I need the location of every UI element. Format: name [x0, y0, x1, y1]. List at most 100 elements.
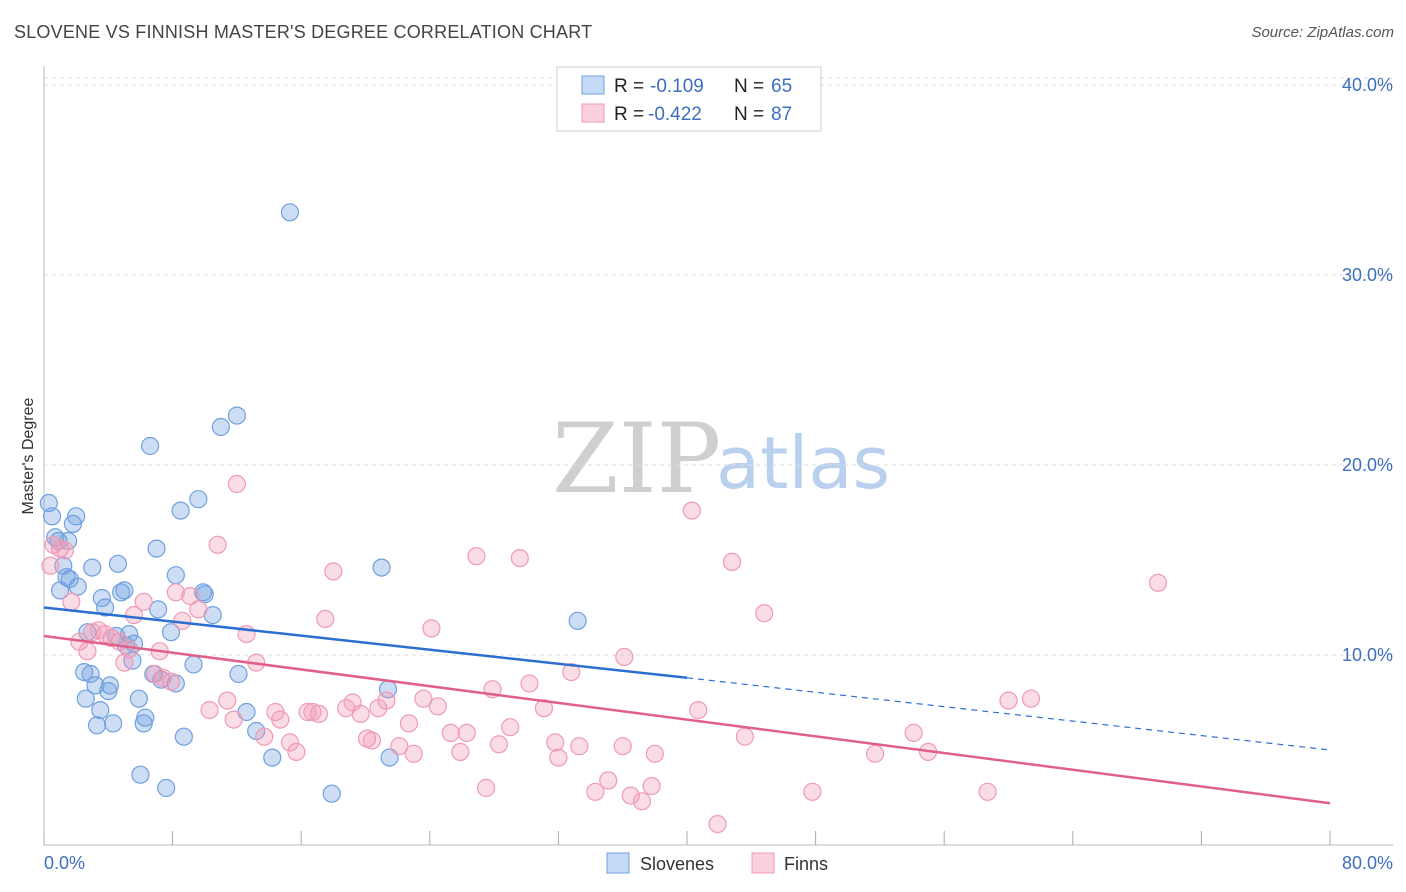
bottom-legend-label-slovenes: Slovenes: [640, 854, 714, 874]
watermark-atlas: atlas: [716, 421, 890, 505]
scatter-point: [100, 676, 120, 695]
scatter-point: [91, 700, 110, 720]
x-tick-label-min: 0.0%: [44, 853, 85, 873]
scatter-point: [68, 577, 87, 596]
scatter-point: [184, 655, 203, 674]
scatter-point: [181, 586, 200, 606]
scatter-point: [1021, 689, 1041, 708]
scatter-point: [586, 782, 605, 801]
scatter-point: [351, 704, 370, 724]
legend-r-value-slovenes: -0.109: [650, 76, 704, 97]
scatter-point: [134, 592, 153, 611]
scatter-point: [324, 562, 343, 581]
scatter-point: [613, 737, 632, 756]
series-slovenes: [39, 203, 587, 803]
scatter-point: [189, 490, 208, 509]
y-tick-label: 30.0%: [1342, 265, 1393, 285]
scatter-point: [999, 691, 1018, 710]
scatter-point: [457, 723, 476, 743]
bottom-legend-label-finns: Finns: [784, 854, 828, 874]
scatter-point: [136, 708, 155, 727]
scatter-point: [140, 436, 160, 456]
scatter-point: [271, 710, 290, 729]
series-finns: [41, 474, 1168, 834]
scatter-point: [67, 507, 86, 526]
chart-title: SLOVENE VS FINNISH MASTER'S DEGREE CORRE…: [14, 22, 593, 42]
scatter-point: [621, 786, 640, 805]
trend-lines: [43, 606, 1331, 805]
scatter-point: [803, 782, 822, 801]
scatter-point: [377, 691, 396, 710]
trend-line-slovenes: [43, 606, 688, 680]
scatter-point: [227, 406, 246, 425]
stats-legend: R = -0.109 N = 65 R = -0.422 N = 87: [556, 66, 822, 132]
y-tick-label: 40.0%: [1342, 75, 1393, 95]
scatter-point: [865, 744, 885, 763]
scatter-point: [362, 731, 382, 750]
scatter-point: [599, 771, 618, 790]
scatter-point: [428, 697, 447, 716]
legend-r-value-finns: -0.422: [648, 104, 702, 125]
scatter-point: [263, 748, 282, 767]
scatter-point: [166, 583, 185, 602]
scatter-point: [615, 647, 634, 667]
gridlines: [44, 77, 1393, 656]
scatter-point: [112, 583, 131, 602]
scatter-point: [568, 611, 587, 630]
trend-line-slovenes-extension: [686, 677, 1331, 751]
scatter-point: [489, 735, 509, 754]
scatter-point: [303, 702, 322, 722]
scatter-point: [161, 672, 181, 691]
watermark-zip: ZIP: [552, 403, 721, 515]
scatter-point: [632, 792, 652, 811]
scatter-point: [174, 727, 193, 746]
scatter-point: [534, 699, 554, 718]
scatter-point: [642, 776, 661, 796]
scatter-point: [161, 623, 181, 642]
scatter-point: [280, 203, 300, 222]
scatter-point: [195, 585, 214, 604]
scatter-point: [414, 689, 433, 708]
scatter-point: [78, 642, 97, 661]
source-credit: Source: ZipAtlas.com: [1251, 24, 1394, 41]
scatter-point: [75, 662, 94, 682]
scatter-point: [211, 417, 230, 437]
legend-swatch-slovenes: [581, 75, 605, 95]
y-tick-labels: 10.0% 20.0% 30.0% 40.0%: [1342, 75, 1393, 665]
scatter-point: [904, 723, 923, 743]
x-tick-marks: [43, 831, 1331, 845]
scatter-point: [708, 814, 727, 834]
axes: [43, 66, 1393, 846]
scatter-point: [280, 733, 300, 752]
scatter-point: [322, 784, 341, 803]
scatter-point: [309, 704, 328, 724]
scatter-point: [549, 748, 568, 767]
scatter-point: [83, 558, 102, 577]
y-tick-label: 10.0%: [1342, 645, 1393, 665]
scatter-point: [441, 723, 460, 743]
scatter-point: [722, 552, 742, 572]
scatter-point: [87, 716, 107, 735]
scatter-point: [171, 501, 190, 520]
scatter-point: [682, 501, 701, 520]
legend-r-label-finns: R =: [614, 104, 644, 125]
scatter-point: [95, 598, 115, 617]
scatter-point: [227, 474, 246, 494]
scatter-point: [218, 691, 237, 710]
scatter-point: [81, 664, 100, 684]
scatter-point: [208, 535, 227, 554]
trend-line-finns: [43, 634, 1331, 805]
scatter-point: [104, 714, 123, 733]
scatter-point: [735, 727, 754, 746]
scatter-point: [229, 664, 248, 684]
scatter-point: [200, 700, 219, 720]
scatter-point: [76, 689, 95, 708]
y-axis-label: Master's Degree: [20, 397, 37, 514]
bottom-legend-swatch-finns: [751, 852, 775, 874]
series-legend: Slovenes Finns: [606, 852, 828, 874]
scatter-point: [570, 737, 589, 756]
scatter-point: [287, 742, 306, 762]
scatter-point: [108, 554, 128, 573]
scatter-point: [129, 689, 148, 708]
